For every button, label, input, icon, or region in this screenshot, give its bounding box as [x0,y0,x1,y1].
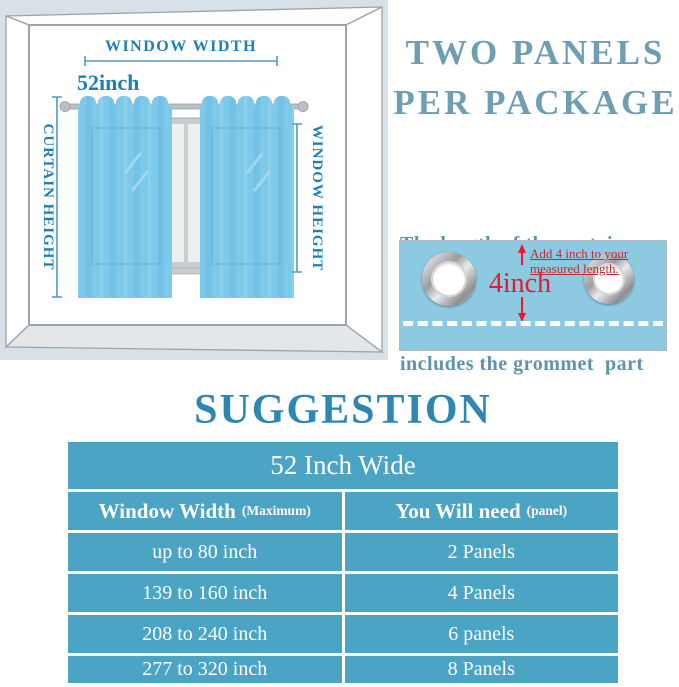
column-header-window-width: Window Width (Maximum) [68,492,342,530]
grommet-diagram: 4inch Add 4 inch to your measured length… [399,240,667,351]
table-cell-panels: 2 Panels [344,533,618,571]
table-cell-window-width: 139 to 160 inch [68,574,342,612]
add-length-note: Add 4 inch to your measured length. [530,246,628,276]
add-length-note-line2: measured length. [530,261,619,276]
table-cell-window-width: 208 to 240 inch [68,615,342,653]
four-inch-value: 4inch [488,268,552,299]
curtain-right [200,96,294,298]
column-header-label: Window Width [98,498,236,523]
grommet-hole [431,261,467,297]
curtain-height-measure-line [52,96,62,298]
room-diagram: WINDOW WIDTH 52inch CURTAIN HEIGHT WINDO… [0,0,388,360]
add-length-note-line1: Add 4 inch to your [530,246,629,261]
right-wall-surface [345,5,383,354]
table-cell-window-width: up to 80 inch [68,533,342,571]
grommet-icon [584,254,634,304]
column-header-you-will-need: You Will need (panel) [344,492,618,530]
column-header-sublabel: (Maximum) [241,503,311,518]
table-cell-panels: 4 Panels [344,574,618,612]
window-height-label: WINDOW HEIGHT [309,125,325,272]
left-wall-surface [5,15,30,349]
curtain-height-label: CURTAIN HEIGHT [40,124,56,271]
cut-dashed-line [403,321,663,326]
window-width-label: WINDOW WIDTH [105,38,257,55]
package-title-line2: PER PACKAGE [393,83,678,122]
column-header-label: You Will need [395,498,521,523]
table-title: 52 Inch Wide [68,442,618,489]
window-width-measure-line [84,56,278,66]
curtain-width-value: 52inch [77,70,139,95]
package-title-line1: TWO PANELS [405,33,666,72]
suggestion-table: 52 Inch Wide Window Width (Maximum) You … [68,442,618,683]
window-height-measure-line [292,123,302,273]
curtain-left [78,96,172,298]
suggestion-heading: SUGGESTION [194,387,492,433]
package-title: TWO PANELS PER PACKAGE [392,28,679,128]
column-header-sublabel: (panel) [526,503,568,518]
grommet-icon [422,252,476,306]
grommet-hole [593,263,625,295]
table-cell-panels: 6 panels [344,615,618,653]
length-note-line2: includes the grommet part [400,353,644,375]
table-cell-window-width: 277 to 320 inch [68,656,342,683]
floor-surface [4,324,384,353]
table-cell-panels: 8 Panels [344,656,618,683]
four-inch-arrow-icon [518,244,526,322]
